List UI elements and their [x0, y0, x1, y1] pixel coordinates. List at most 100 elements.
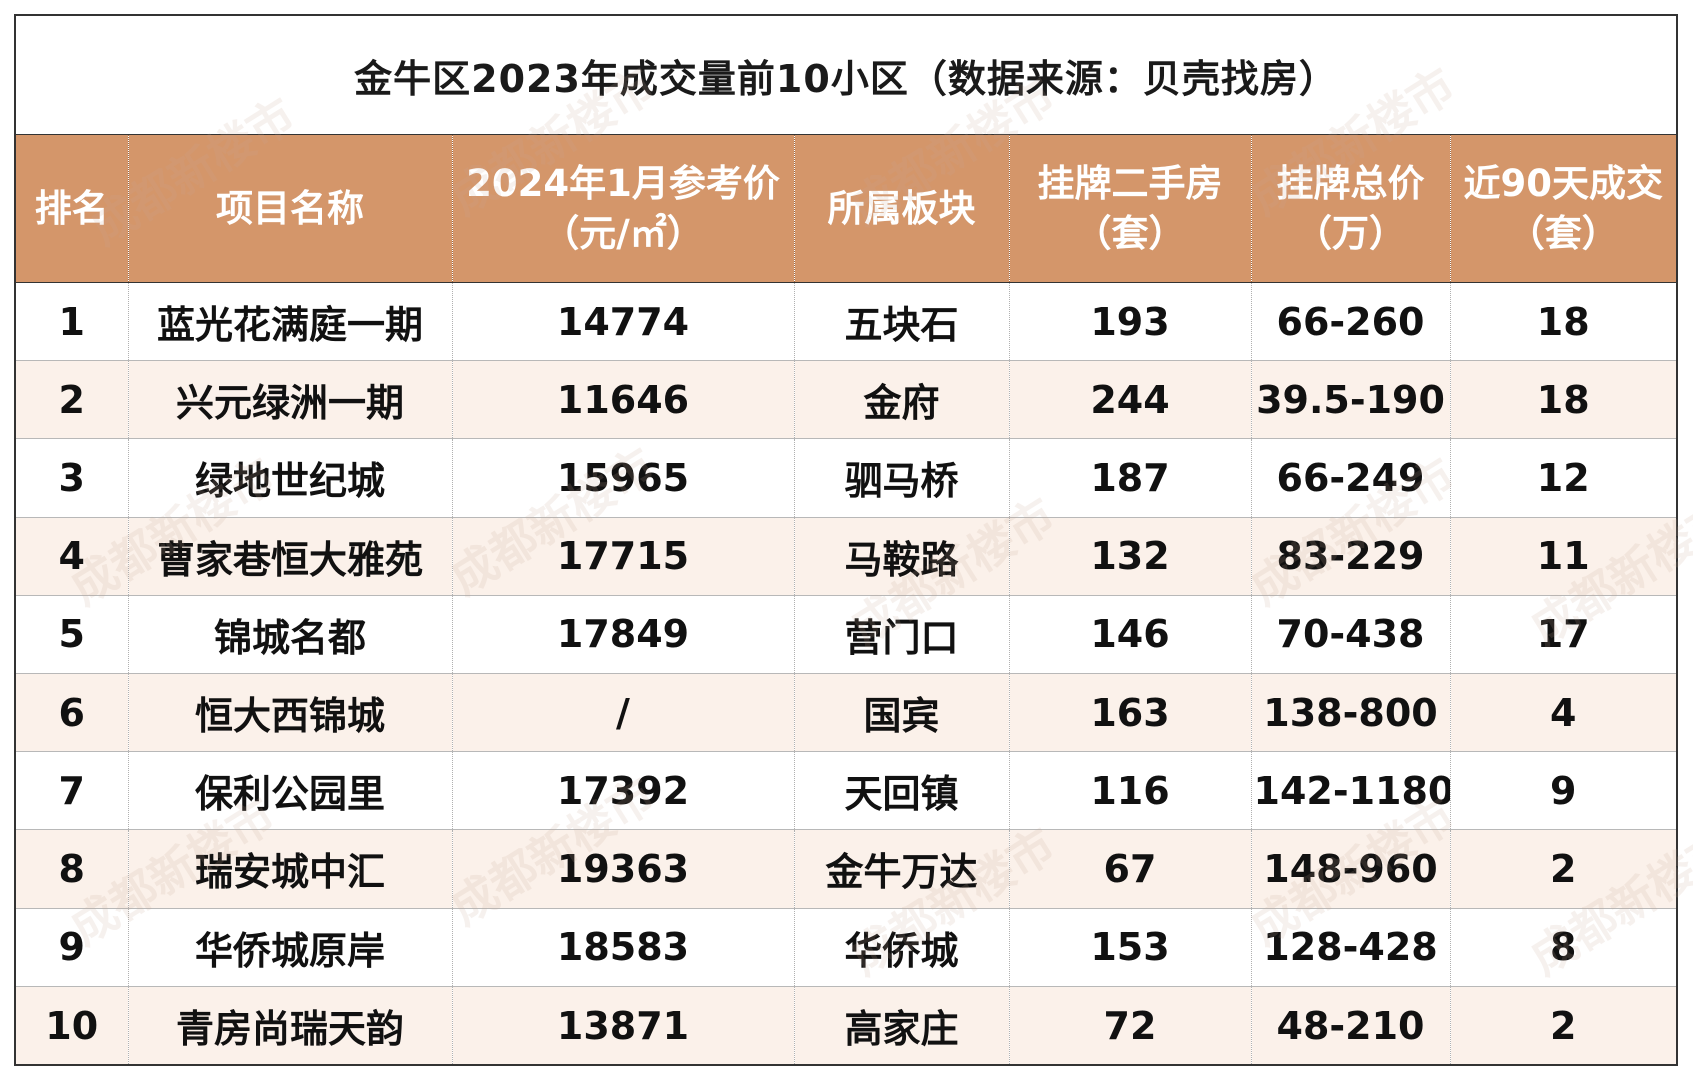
district-cell: 高家庄 — [793, 985, 1009, 1065]
data-table: 排名 项目名称 2024年1月参考价 （元/㎡） 所属板块 挂牌二手房 （套） 挂牌总价 （万）… — [16, 134, 1676, 1065]
listed-count-cell: 116 — [1008, 751, 1251, 830]
column-header-label: 项目名称 — [216, 186, 364, 230]
column-header: 挂牌二手房 （套） — [1008, 134, 1251, 283]
rank-cell: 4 — [16, 516, 128, 596]
column-header-label: 排名 — [34, 186, 109, 230]
column-header-unit: （套） — [1507, 211, 1619, 255]
deals-90d-cell: 18 — [1449, 360, 1676, 439]
rank-cell: 2 — [16, 360, 128, 439]
rank-cell: 6 — [16, 672, 128, 752]
table-row: 4 曹家巷恒大雅苑 17715 马鞍路 132 83-229 11 — [16, 516, 1676, 596]
table-header: 排名 项目名称 2024年1月参考价 （元/㎡） 所属板块 挂牌二手房 （套） 挂牌总价 （万）… — [16, 134, 1676, 283]
rank-cell: 8 — [16, 829, 128, 908]
reference-price-cell: 11646 — [451, 360, 794, 439]
table-row: 9 华侨城原岸 18583 华侨城 153 128-428 8 — [16, 907, 1676, 987]
deals-90d-cell: 11 — [1449, 516, 1676, 596]
table-row: 7 保利公园里 17392 天回镇 116 142-1180 9 — [16, 751, 1676, 830]
listed-count-cell: 67 — [1008, 829, 1251, 908]
total-price-cell: 148-960 — [1250, 829, 1450, 908]
table-row: 8 瑞安城中汇 19363 金牛万达 67 148-960 2 — [16, 829, 1676, 908]
total-price-cell: 128-428 — [1250, 907, 1450, 987]
reference-price-cell: 17392 — [451, 751, 794, 830]
district-cell: 驷马桥 — [793, 438, 1009, 518]
table-row: 5 锦城名都 17849 营门口 146 70-438 17 — [16, 594, 1676, 674]
total-price-cell: 142-1180 — [1250, 751, 1450, 830]
project-name-cell: 恒大西锦城 — [127, 672, 452, 752]
deals-90d-cell: 17 — [1449, 594, 1676, 674]
total-price-cell: 66-249 — [1250, 438, 1450, 518]
district-cell: 华侨城 — [793, 907, 1009, 987]
reference-price-cell: / — [451, 672, 794, 752]
project-name-cell: 锦城名都 — [127, 594, 452, 674]
table-row: 3 绿地世纪城 15965 驷马桥 187 66-249 12 — [16, 438, 1676, 518]
rank-cell: 9 — [16, 907, 128, 987]
project-name-cell: 兴元绿洲一期 — [127, 360, 452, 439]
column-header-label: 近90天成交 — [1463, 161, 1664, 205]
total-price-cell: 39.5-190 — [1250, 360, 1450, 439]
column-header-label: 挂牌二手房 — [1037, 161, 1223, 205]
deals-90d-cell: 8 — [1449, 907, 1676, 987]
total-price-cell: 138-800 — [1250, 672, 1450, 752]
column-header: 挂牌总价 （万） — [1250, 134, 1450, 283]
project-name-cell: 蓝光花满庭一期 — [127, 281, 452, 361]
listed-count-cell: 244 — [1008, 360, 1251, 439]
header-row: 排名 项目名称 2024年1月参考价 （元/㎡） 所属板块 挂牌二手房 （套） 挂牌总价 （万）… — [16, 134, 1676, 283]
reference-price-cell: 18583 — [451, 907, 794, 987]
rank-cell: 10 — [16, 985, 128, 1065]
deals-90d-cell: 2 — [1449, 985, 1676, 1065]
table-row: 6 恒大西锦城 / 国宾 163 138-800 4 — [16, 672, 1676, 752]
column-header-label: 所属板块 — [827, 186, 976, 230]
column-header: 近90天成交 （套） — [1449, 134, 1676, 283]
listed-count-cell: 153 — [1008, 907, 1251, 987]
listed-count-cell: 163 — [1008, 672, 1251, 752]
project-name-cell: 华侨城原岸 — [127, 907, 452, 987]
total-price-cell: 83-229 — [1250, 516, 1450, 596]
deals-90d-cell: 4 — [1449, 672, 1676, 752]
deals-90d-cell: 2 — [1449, 829, 1676, 908]
column-header-label: 2024年1月参考价 — [466, 161, 780, 205]
deals-90d-cell: 12 — [1449, 438, 1676, 518]
reference-price-cell: 15965 — [451, 438, 794, 518]
rank-cell: 3 — [16, 438, 128, 518]
table-frame: 金牛区2023年成交量前10小区（数据来源：贝壳找房） 排名 项目名称 2024年1… — [14, 14, 1693, 1066]
project-name-cell: 曹家巷恒大雅苑 — [127, 516, 452, 596]
project-name-cell: 瑞安城中汇 — [127, 829, 452, 908]
total-price-cell: 48-210 — [1250, 985, 1450, 1065]
rank-cell: 5 — [16, 594, 128, 674]
district-cell: 天回镇 — [793, 751, 1009, 830]
column-header-unit: （万） — [1295, 211, 1406, 255]
listed-count-cell: 72 — [1008, 985, 1251, 1065]
column-header-label: 挂牌总价 — [1276, 161, 1425, 205]
district-cell: 金府 — [793, 360, 1009, 439]
reference-price-cell: 19363 — [451, 829, 794, 908]
district-cell: 国宾 — [793, 672, 1009, 752]
table-body: 1 蓝光花满庭一期 14774 五块石 193 66-260 18 2 兴元绿洲一期 11646 金… — [16, 281, 1676, 1065]
column-header: 排名 — [16, 134, 128, 283]
deals-90d-cell: 18 — [1449, 281, 1676, 361]
total-price-cell: 66-260 — [1250, 281, 1450, 361]
district-cell: 五块石 — [793, 281, 1009, 361]
total-price-cell: 70-438 — [1250, 594, 1450, 674]
listed-count-cell: 146 — [1008, 594, 1251, 674]
listed-count-cell: 193 — [1008, 281, 1251, 361]
table-title: 金牛区2023年成交量前10小区（数据来源：贝壳找房） — [354, 56, 1338, 101]
reference-price-cell: 14774 — [451, 281, 794, 361]
district-cell: 金牛万达 — [793, 829, 1009, 908]
table-row: 10 青房尚瑞天韵 13871 高家庄 72 48-210 2 — [16, 985, 1676, 1065]
rank-cell: 1 — [16, 281, 128, 361]
project-name-cell: 保利公园里 — [127, 751, 452, 830]
reference-price-cell: 17849 — [451, 594, 794, 674]
table-row: 2 兴元绿洲一期 11646 金府 244 39.5-190 18 — [16, 360, 1676, 439]
district-cell: 营门口 — [793, 594, 1009, 674]
column-header-unit: （套） — [1074, 211, 1186, 255]
listed-count-cell: 187 — [1008, 438, 1251, 518]
project-name-cell: 青房尚瑞天韵 — [127, 985, 452, 1065]
district-cell: 马鞍路 — [793, 516, 1009, 596]
column-header: 项目名称 — [127, 134, 452, 283]
reference-price-cell: 17715 — [451, 516, 794, 596]
deals-90d-cell: 9 — [1449, 751, 1676, 830]
project-name-cell: 绿地世纪城 — [127, 438, 452, 518]
listed-count-cell: 132 — [1008, 516, 1251, 596]
column-header: 2024年1月参考价 （元/㎡） — [451, 134, 794, 283]
table-row: 1 蓝光花满庭一期 14774 五块石 193 66-260 18 — [16, 281, 1676, 361]
